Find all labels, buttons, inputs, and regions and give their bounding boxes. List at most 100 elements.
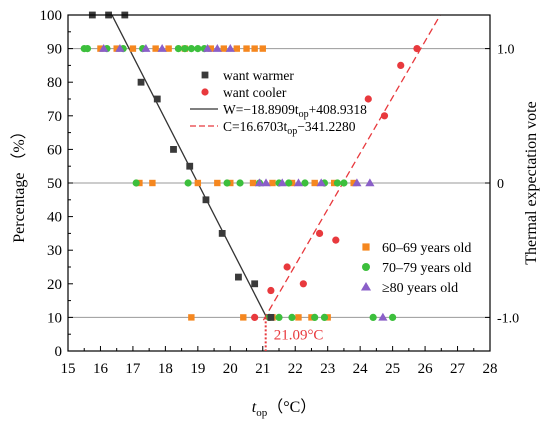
vote-point [288, 313, 296, 321]
vote-point [243, 45, 250, 52]
vote-point [301, 179, 309, 187]
data-point [380, 112, 389, 120]
y-tick-label: 60 [47, 142, 62, 158]
vote-point [132, 179, 140, 187]
legend-symbol [362, 263, 370, 271]
data-point [235, 273, 242, 281]
vote-point [293, 178, 304, 187]
vote-point [311, 313, 319, 321]
vote-point [340, 179, 348, 187]
vote-point [113, 45, 120, 52]
vote-point [187, 45, 195, 53]
legend-label: C=16.6703top−341.2280 [223, 119, 356, 137]
percentage-markers [88, 11, 421, 321]
y-tick-label: 20 [47, 277, 62, 293]
data-point [413, 45, 421, 53]
legend-label: 70–79 years old [382, 261, 471, 276]
vote-point [269, 179, 276, 187]
x-tick-label: 24 [353, 361, 369, 377]
right-tick-label: 0 [497, 177, 504, 192]
data-point [137, 78, 145, 86]
data-point [283, 263, 291, 271]
data-point [218, 230, 226, 237]
x-axis-title: top（°C） [252, 398, 317, 419]
y-tick-label: 50 [47, 176, 62, 192]
intersection-label: 21.09°C [274, 328, 324, 344]
vote-point [277, 178, 287, 187]
x-tick-label: 18 [158, 361, 173, 377]
vote-point [214, 179, 221, 187]
y-tick-label: 80 [47, 75, 62, 91]
vote-point [188, 314, 195, 321]
y-tick-label: 40 [47, 210, 62, 226]
legend-symbol [201, 71, 209, 79]
x-tick-label: 16 [93, 361, 109, 377]
vote-point [352, 178, 362, 187]
x-tick-label: 22 [288, 361, 303, 377]
axes: 15 16 17 18 19 20 21 22 23 24 25 26 27 28 0 10 20 30 40 50 6… [10, 8, 540, 419]
vote-point [259, 45, 266, 52]
x-tick-label: 23 [320, 361, 335, 377]
vote-point [369, 313, 377, 321]
right-tick-label: -1.0 [497, 311, 519, 326]
x-tick-label: 21 [255, 361, 270, 377]
data-point [397, 61, 405, 69]
vote-point [251, 45, 258, 52]
vote-point [202, 44, 213, 52]
vote-point [181, 45, 189, 53]
vote-point [295, 314, 302, 321]
vote-point [333, 179, 342, 187]
y-tick-label: 100 [40, 8, 63, 24]
y-tick-label: 0 [55, 344, 63, 360]
right-axis-title: Thermal expectation vote [523, 101, 540, 264]
x-tick-label: 27 [450, 361, 466, 377]
right-tick-label: 1.0 [497, 43, 515, 58]
vote-point [249, 179, 257, 187]
x-tick-label: 17 [125, 361, 141, 377]
legend-symbol [360, 281, 372, 291]
vote-point [350, 179, 357, 187]
data-point [315, 229, 324, 237]
x-tick-label: 26 [418, 361, 434, 377]
legend-symbol [362, 243, 370, 251]
vote-point [212, 44, 222, 52]
cooler-fit-line [262, 14, 441, 321]
data-point [364, 95, 372, 103]
vote-point [365, 178, 375, 187]
data-point [267, 286, 275, 295]
vote-point [157, 44, 167, 52]
x-tick-label: 15 [61, 361, 76, 377]
vote-point [129, 45, 137, 52]
y-tick-label: 30 [47, 243, 62, 259]
data-point [153, 95, 161, 103]
vote-point [275, 313, 283, 321]
vote-point [220, 45, 228, 52]
vote-point [236, 179, 244, 187]
legend-label: ≥80 years old [382, 281, 458, 296]
vote-point [223, 179, 231, 187]
y-tick-label: 90 [47, 42, 62, 58]
vote-point [311, 179, 318, 187]
vote-point [225, 44, 235, 52]
data-point [170, 146, 177, 153]
x-tick-label: 20 [223, 361, 238, 377]
vote-point [83, 45, 92, 53]
y-tick-label: 10 [47, 310, 62, 326]
vote-point [99, 44, 109, 52]
legend-symbol [201, 88, 209, 96]
vote-point [207, 45, 215, 52]
data-point [186, 162, 194, 170]
data-point [202, 196, 210, 204]
vote-point [174, 45, 182, 53]
legends: want warmer want cooler W=−18.8909top+408.… [190, 68, 471, 296]
vote-point [254, 178, 265, 187]
vote-point [316, 178, 326, 187]
data-point [251, 280, 259, 288]
vote-point [240, 314, 247, 321]
x-tick-label: 28 [483, 361, 498, 377]
legend-label: want warmer [223, 68, 294, 83]
vote-markers [80, 44, 397, 321]
legend-label: 60–69 years old [382, 241, 471, 256]
vote-point [194, 45, 202, 53]
vote-point [149, 179, 156, 187]
